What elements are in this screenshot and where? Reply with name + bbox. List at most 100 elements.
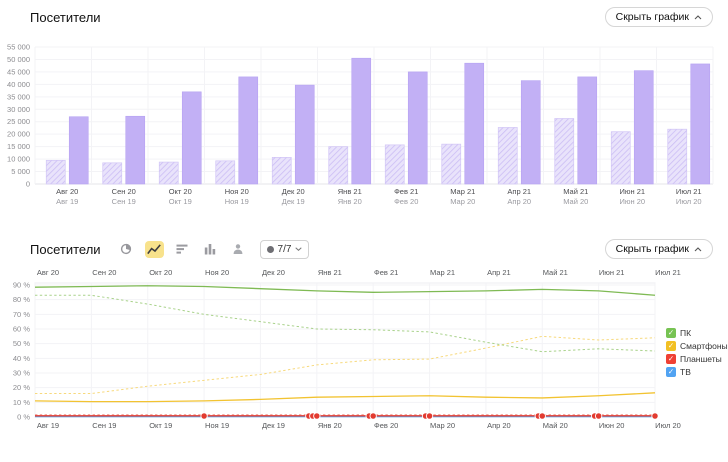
section-title: Посетители <box>30 241 101 257</box>
legend-item[interactable]: ✓ ТВ <box>666 367 728 377</box>
svg-text:Авг 19: Авг 19 <box>37 421 59 430</box>
svg-text:Май 21: Май 21 <box>543 268 568 277</box>
visitors-comparison-bar-chart: 0 5 000 10 000 15 000 20 000 25 000 30 000 35 0… <box>7 43 714 206</box>
svg-text:Июл 20: Июл 20 <box>655 421 681 430</box>
horizontal-bar-chart-icon[interactable] <box>173 241 192 258</box>
svg-text:Сен 20: Сен 20 <box>92 268 116 277</box>
legend-item[interactable]: ✓ ПК <box>666 328 728 338</box>
segments-dropdown[interactable]: 7/7 <box>259 239 310 259</box>
hide-chart-button[interactable]: Скрыть график <box>604 7 713 27</box>
svg-text:90 %: 90 % <box>13 281 30 290</box>
svg-text:50 %: 50 % <box>13 339 30 348</box>
svg-text:Ноя 20: Ноя 20 <box>225 187 249 196</box>
legend-label: Планшеты <box>680 354 722 364</box>
svg-text:25 000: 25 000 <box>7 117 30 126</box>
svg-text:Мар 20: Мар 20 <box>430 421 455 430</box>
svg-text:Июн 20: Июн 20 <box>599 421 625 430</box>
hide-chart-button[interactable]: Скрыть график <box>604 239 713 259</box>
svg-text:Апр 20: Апр 20 <box>487 421 511 430</box>
svg-text:Фев 20: Фев 20 <box>394 197 418 206</box>
svg-text:0: 0 <box>26 180 30 189</box>
chevron-down-icon <box>295 247 303 251</box>
svg-text:Дек 20: Дек 20 <box>282 187 305 196</box>
hide-chart-label: Скрыть график <box>615 11 689 23</box>
svg-text:50 000: 50 000 <box>7 55 30 64</box>
svg-text:Май 20: Май 20 <box>563 197 588 206</box>
svg-text:Мар 20: Мар 20 <box>450 197 475 206</box>
visitors-devices-section-header: Посетители <box>30 238 713 260</box>
device-share-line-chart: 0 % 10 % 20 % 30 % 40 % 50 % 60 % 70 % 80 % 90 % А… <box>13 268 681 430</box>
svg-text:60 %: 60 % <box>13 325 30 334</box>
svg-text:0 %: 0 % <box>17 413 30 422</box>
svg-text:Авг 19: Авг 19 <box>56 197 78 206</box>
chevron-up-icon <box>694 14 702 19</box>
legend-checkbox-icon[interactable]: ✓ <box>666 328 676 338</box>
legend-label: Смартфоны <box>680 341 728 351</box>
svg-text:10 000: 10 000 <box>7 155 30 164</box>
svg-text:70 %: 70 % <box>13 310 30 319</box>
svg-text:30 %: 30 % <box>13 369 30 378</box>
svg-text:Сен 19: Сен 19 <box>92 421 116 430</box>
visitors-bar-section-header: Посетители Скрыть график <box>30 6 713 28</box>
svg-text:Ноя 19: Ноя 19 <box>205 421 229 430</box>
svg-text:80 %: 80 % <box>13 295 30 304</box>
svg-text:Янв 21: Янв 21 <box>338 187 362 196</box>
svg-text:Апр 20: Апр 20 <box>507 197 531 206</box>
svg-text:Июн 20: Июн 20 <box>619 197 645 206</box>
svg-text:Ноя 20: Ноя 20 <box>205 268 229 277</box>
legend-label: ПК <box>680 328 692 338</box>
svg-text:Май 20: Май 20 <box>543 421 568 430</box>
segments-count: 7/7 <box>277 243 292 255</box>
column-chart-icon[interactable] <box>201 241 220 258</box>
svg-text:40 %: 40 % <box>13 354 30 363</box>
svg-text:Сен 19: Сен 19 <box>112 197 136 206</box>
svg-text:Июн 21: Июн 21 <box>599 268 625 277</box>
svg-text:Янв 21: Янв 21 <box>318 268 342 277</box>
svg-text:20 %: 20 % <box>13 383 30 392</box>
svg-text:Окт 20: Окт 20 <box>149 268 172 277</box>
svg-text:5 000: 5 000 <box>11 167 30 176</box>
line-chart-icon[interactable] <box>144 240 164 258</box>
svg-text:Май 21: Май 21 <box>563 187 588 196</box>
svg-text:Мар 21: Мар 21 <box>450 187 475 196</box>
legend-label: ТВ <box>680 367 691 377</box>
pie-chart-icon[interactable] <box>117 241 136 258</box>
section-title: Посетители <box>30 9 101 25</box>
svg-text:Янв 20: Янв 20 <box>318 421 342 430</box>
svg-text:20 000: 20 000 <box>7 130 30 139</box>
svg-text:Дек 19: Дек 19 <box>282 197 305 206</box>
svg-text:Июл 21: Июл 21 <box>655 268 681 277</box>
svg-text:30 000: 30 000 <box>7 105 30 114</box>
svg-text:Янв 20: Янв 20 <box>338 197 362 206</box>
legend-item[interactable]: ✓ Планшеты <box>666 354 728 364</box>
svg-text:10 %: 10 % <box>13 398 30 407</box>
svg-text:Июл 20: Июл 20 <box>676 197 702 206</box>
svg-text:Сен 20: Сен 20 <box>112 187 136 196</box>
svg-text:Окт 19: Окт 19 <box>169 197 192 206</box>
chevron-up-icon <box>694 246 702 251</box>
svg-text:Июл 21: Июл 21 <box>676 187 702 196</box>
svg-text:15 000: 15 000 <box>7 142 30 151</box>
svg-text:Окт 19: Окт 19 <box>149 421 172 430</box>
svg-text:Авг 20: Авг 20 <box>56 187 78 196</box>
svg-text:Апр 21: Апр 21 <box>507 187 531 196</box>
svg-text:Фев 21: Фев 21 <box>374 268 398 277</box>
svg-text:Дек 19: Дек 19 <box>262 421 285 430</box>
svg-text:Авг 20: Авг 20 <box>37 268 59 277</box>
svg-text:35 000: 35 000 <box>7 92 30 101</box>
svg-text:Ноя 19: Ноя 19 <box>225 197 249 206</box>
chart-view-toolbar: 7/7 <box>117 239 310 259</box>
svg-text:55 000: 55 000 <box>7 43 30 52</box>
legend-item[interactable]: ✓ Смартфоны <box>666 341 728 351</box>
svg-text:Фев 20: Фев 20 <box>374 421 398 430</box>
svg-text:45 000: 45 000 <box>7 67 30 76</box>
svg-text:Апр 21: Апр 21 <box>487 268 511 277</box>
legend-checkbox-icon[interactable]: ✓ <box>666 341 676 351</box>
user-segments-icon[interactable] <box>229 241 248 258</box>
legend-checkbox-icon[interactable]: ✓ <box>666 354 676 364</box>
hide-chart-label: Скрыть график <box>615 243 689 255</box>
svg-text:Фев 21: Фев 21 <box>394 187 418 196</box>
legend-checkbox-icon[interactable]: ✓ <box>666 367 676 377</box>
svg-text:40 000: 40 000 <box>7 80 30 89</box>
